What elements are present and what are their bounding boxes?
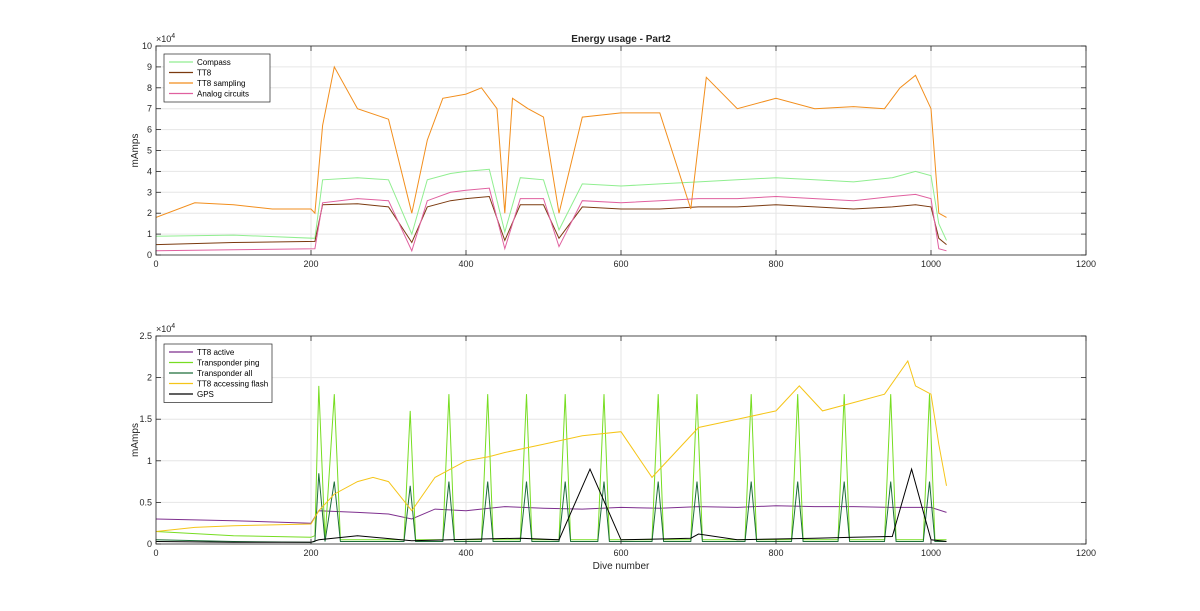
legend-entry: TT8 accessing flash: [197, 380, 268, 389]
legend-entry: GPS: [197, 390, 214, 399]
y-axis-label: mAmps: [130, 134, 141, 168]
legend-entry: TT8 sampling: [197, 79, 245, 88]
y-tick-label: 2.5: [139, 331, 152, 341]
y-tick-label: 0.5: [139, 497, 152, 507]
y-tick-label: 0: [147, 539, 152, 549]
legend-entry: Transponder ping: [197, 359, 259, 368]
y-exponent-label: ×104: [156, 323, 175, 334]
y-tick-label: 1: [147, 229, 152, 239]
chart-1: 0 200 400 600 800 1000 1200 0 1 2 3 4 5 6 7 8 9 10 ×104 Ene…: [130, 33, 1096, 269]
y-axis-label: mAmps: [130, 423, 141, 457]
x-tick-label: 400: [458, 259, 473, 269]
y-tick-label: 8: [147, 83, 152, 93]
y-tick-label: 7: [147, 104, 152, 114]
x-axis-label: Dive number: [593, 561, 650, 572]
y-tick-label: 1: [147, 456, 152, 466]
chart-2: 0 200 400 600 800 1000 1200 0 0.5 1 1.5 2 2.5 ×104 mAm…: [130, 323, 1096, 572]
chart-title: Energy usage - Part2: [571, 34, 671, 45]
x-tick-label: 600: [613, 548, 628, 558]
y-tick-label: 4: [147, 166, 152, 176]
y-tick-label: 2: [147, 208, 152, 218]
legend-entry: Transponder all: [197, 369, 253, 378]
figure: 0 200 400 600 800 1000 1200012345678910×104 Ene…: [0, 0, 1200, 611]
x-tick-label: 800: [768, 259, 783, 269]
legend-entry: TT8 active: [197, 348, 235, 357]
y-tick-label: 0: [147, 250, 152, 260]
x-tick-label: 200: [303, 548, 318, 558]
y-tick-label: 2: [147, 373, 152, 383]
x-tick-label: 400: [458, 548, 473, 558]
x-tick-label: 1000: [921, 548, 941, 558]
x-tick-label: 1200: [1076, 259, 1096, 269]
x-tick-label: 200: [303, 259, 318, 269]
y-tick-label: 3: [147, 187, 152, 197]
y-tick-label: 9: [147, 62, 152, 72]
x-tick-label: 0: [153, 259, 158, 269]
x-tick-label: 1200: [1076, 548, 1096, 558]
y-tick-label: 5: [147, 146, 152, 156]
y-exponent-label: ×104: [156, 33, 175, 44]
legend-entry: Analog circuits: [197, 90, 249, 99]
x-tick-label: 600: [613, 259, 628, 269]
y-tick-label: 6: [147, 125, 152, 135]
x-tick-label: 1000: [921, 259, 941, 269]
legend-entry: Compass: [197, 58, 231, 67]
legend-entry: TT8: [197, 69, 212, 78]
x-tick-label: 800: [768, 548, 783, 558]
x-tick-label: 0: [153, 548, 158, 558]
y-tick-label: 1.5: [139, 414, 152, 424]
y-tick-label: 10: [142, 41, 152, 51]
